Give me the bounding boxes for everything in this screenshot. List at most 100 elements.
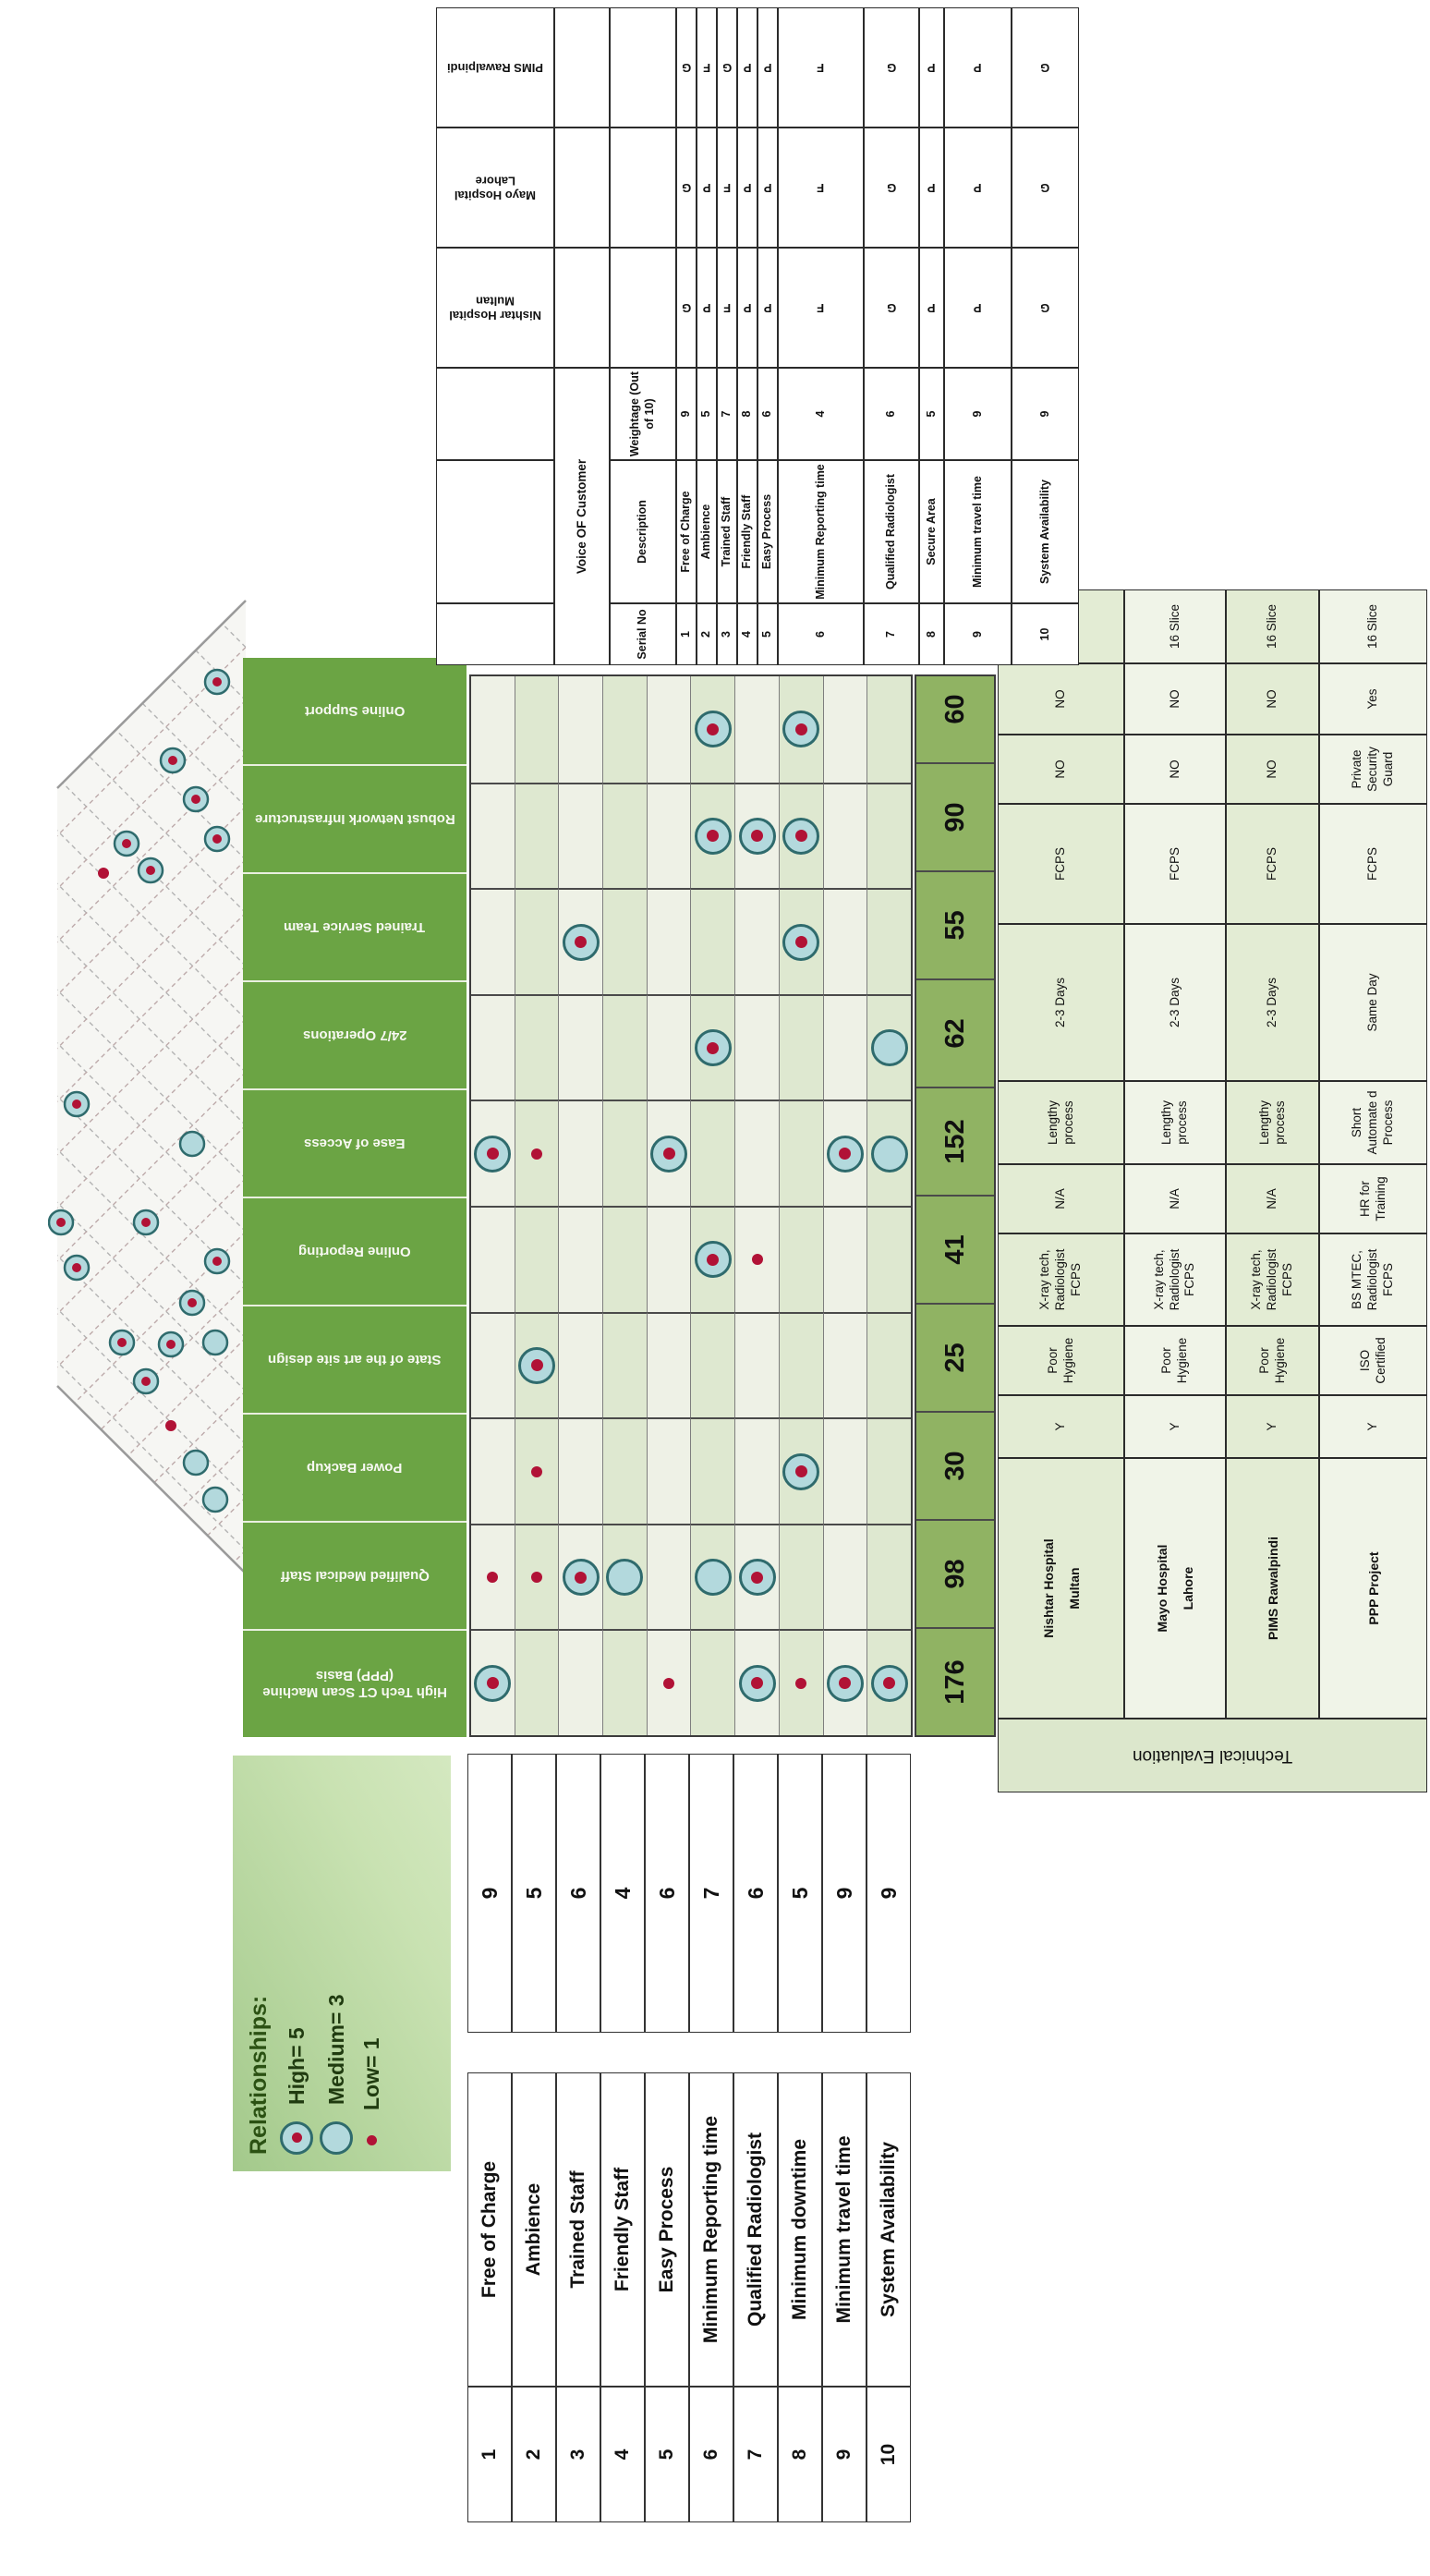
hospital-name-cell: Mayo Hospital Lahore (1124, 1458, 1226, 1719)
tech-eval-value-cell: Y (1124, 1395, 1226, 1458)
matrix-cell (603, 1100, 648, 1207)
relationship-high-circle-dot-icon (694, 817, 732, 855)
roof-correlation-mark (203, 825, 231, 853)
req-weight-cell: 6 (733, 1754, 778, 2033)
tech-eval-value-cell: Lengthy process (1124, 1081, 1226, 1164)
voc-description-cell: Easy Process (757, 460, 778, 603)
voc-rating-cell: P (757, 128, 778, 248)
voc-serial-cell: 5 (757, 603, 778, 665)
voc-rating-letter: G (886, 61, 897, 76)
voc-rating-cell: P (944, 248, 1012, 368)
roof-correlation-mark (178, 1289, 206, 1317)
voc-serial-cell: 2 (697, 603, 717, 665)
req-weight-cell: 6 (645, 1754, 689, 2033)
tech-requirement-label: 24/7 Operations (302, 1027, 407, 1044)
matrix-cell (735, 993, 780, 1100)
matrix-cell (867, 1523, 911, 1630)
matrix-cell (647, 1100, 692, 1207)
matrix-cell (647, 1629, 692, 1735)
matrix-cell (559, 676, 604, 783)
technical-evaluation-side-label: Technical Evaluation (998, 1719, 1427, 1792)
req-no-cell: 5 (645, 2387, 689, 2522)
matrix-cell (515, 782, 560, 889)
tech-eval-value-cell: Lengthy process (998, 1081, 1124, 1164)
matrix-cell (735, 888, 780, 994)
matrix-cell (471, 1311, 515, 1418)
matrix-cell (735, 782, 780, 889)
voc-rating-letter: F (817, 301, 825, 316)
voc-rating-cell: G (1012, 7, 1079, 128)
voc-empty-cell (610, 248, 676, 368)
legend-title: Relationships: (246, 1995, 272, 2155)
hospital-name-cell: PIMS Rawalpindi (1226, 1458, 1319, 1719)
technical-evaluation-label-text: Technical Evaluation (1132, 1746, 1293, 1767)
roof-correlation-mark (203, 1247, 231, 1275)
legend-item-low: Low= 1 (359, 1772, 384, 2155)
voc-rating-letter: G (681, 61, 692, 76)
tech-eval-value-cell: Private Security Guard (1319, 735, 1427, 804)
voc-rating-letter: P (974, 181, 982, 196)
roof-correlation-mark (178, 1130, 206, 1158)
voc-hospital-name-text: Nishtar Hospital Multan (449, 294, 541, 322)
relationship-medium-circle-icon (870, 1029, 908, 1067)
req-no-cell: 9 (822, 2387, 866, 2522)
roof-correlation-mark (132, 1367, 160, 1395)
voc-description-cell: Minimum Reporting time (778, 460, 864, 603)
voc-rating-cell: P (737, 7, 757, 128)
matrix-cell (779, 1206, 824, 1312)
relationship-high-circle-dot-icon (474, 1135, 512, 1173)
req-label-cell: System Availability (866, 2072, 911, 2387)
relationship-high-circle-dot-icon (562, 1559, 600, 1597)
voc-rating-cell: P (757, 7, 778, 128)
voc-rating-letter: P (743, 181, 752, 196)
matrix-cell (867, 993, 911, 1100)
legend-item-label: Medium= 3 (323, 1994, 348, 2105)
tech-eval-value-cell: ISO Certified (1319, 1326, 1427, 1395)
matrix-cell (735, 1629, 780, 1735)
matrix-cell (515, 993, 560, 1100)
matrix-cell (647, 1311, 692, 1418)
matrix-cell (823, 1311, 868, 1418)
req-label-cell: Qualified Radiologist (733, 2072, 778, 2387)
matrix-cell (647, 1206, 692, 1312)
voc-rating-letter: P (743, 61, 752, 76)
voc-rating-letter: P (927, 301, 936, 316)
matrix-cell (559, 1311, 604, 1418)
tech-eval-value-cell: Lengthy process (1226, 1081, 1319, 1164)
voc-rating-cell: P (757, 248, 778, 368)
matrix-cell (471, 1206, 515, 1312)
tech-eval-value-cell: 2-3 Days (1226, 924, 1319, 1081)
voc-weightage-cell: 9 (676, 368, 697, 460)
tech-eval-value-cell: Poor Hygiene (1226, 1326, 1319, 1395)
technical-importance-scores-row: 176 98 30 25 41 152 62 55 90 60 (915, 674, 996, 1737)
req-no-cell: 4 (600, 2387, 645, 2522)
voc-rating-cell: G (864, 248, 919, 368)
tech-eval-value-cell: 16 Slice (1319, 589, 1427, 663)
voc-description-cell: System Availability (1012, 460, 1079, 603)
req-no-cell: 10 (866, 2387, 911, 2522)
matrix-cell (559, 1523, 604, 1630)
matrix-cell (691, 676, 736, 783)
tech-requirement-header: Ease of Access (243, 1090, 467, 1198)
voc-weightage-cell: 6 (864, 368, 919, 460)
matrix-cell (647, 888, 692, 994)
voc-empty-cell (610, 7, 676, 128)
tech-requirement-label: High Tech CT Scan Machine (PPP) Basis (262, 1668, 447, 1701)
matrix-cell (603, 1523, 648, 1630)
matrix-cell (823, 993, 868, 1100)
relationship-low-dot-icon (751, 1254, 763, 1266)
matrix-cell (647, 676, 692, 783)
matrix-cell (823, 782, 868, 889)
req-no-cell: 3 (556, 2387, 600, 2522)
hospital-name-cell: Nishtar Hospital Multan (998, 1458, 1124, 1719)
voc-rating-cell: F (778, 248, 864, 368)
voc-weightage-cell: 9 (1012, 368, 1079, 460)
voc-hospital-header: Nishtar Hospital Multan (436, 248, 554, 368)
voc-weightage-cell: 5 (697, 368, 717, 460)
matrix-cell (735, 1417, 780, 1524)
req-no-cell: 7 (733, 2387, 778, 2522)
voc-description-cell: Minimum travel time (944, 460, 1012, 603)
matrix-cell (691, 1417, 736, 1524)
voc-hospital-header: Mayo Hospital Lahore (436, 128, 554, 248)
